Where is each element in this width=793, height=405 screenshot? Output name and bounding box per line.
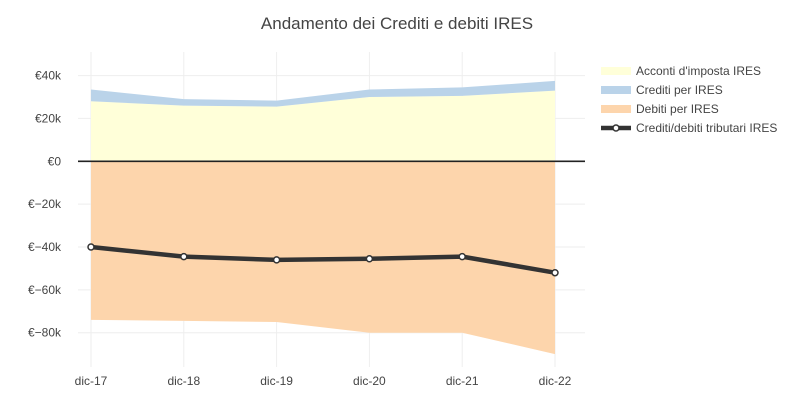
y-tick-label: €0 xyxy=(48,154,62,168)
legend-item[interactable]: Acconti d'imposta IRES xyxy=(601,64,761,78)
legend-swatch xyxy=(601,105,631,113)
y-tick-label: €−40k xyxy=(28,240,62,254)
area-series xyxy=(91,80,555,355)
y-tick-label: €−20k xyxy=(28,197,62,211)
legend-label: Debiti per IRES xyxy=(636,102,719,116)
area-crediti-per-ires xyxy=(91,80,555,107)
legend-swatch xyxy=(601,67,631,75)
area-acconti-imposta-ires xyxy=(91,90,555,162)
chart-title: Andamento dei Crediti e debiti IRES xyxy=(261,14,533,33)
line-point[interactable] xyxy=(272,256,281,264)
legend-label: Crediti per IRES xyxy=(636,83,723,97)
legend-item[interactable]: Crediti per IRES xyxy=(601,83,723,97)
legend-label: Crediti/debiti tributari IRES xyxy=(636,121,777,135)
legend-swatch xyxy=(601,86,631,94)
legend-item[interactable]: Crediti/debiti tributari IRES xyxy=(601,121,777,135)
line-point[interactable] xyxy=(551,268,559,277)
legend-label: Acconti d'imposta IRES xyxy=(636,64,761,78)
y-tick-label: €40k xyxy=(35,69,62,83)
line-series xyxy=(87,243,559,277)
line-point[interactable] xyxy=(458,252,466,261)
y-tick-label: €−60k xyxy=(28,283,62,297)
x-tick-label: dic-17 xyxy=(75,374,108,388)
line-crediti-debiti-tributari-ires xyxy=(88,244,558,275)
line-point[interactable] xyxy=(365,255,374,263)
x-tick-label: dic-18 xyxy=(167,374,200,388)
x-tick-label: dic-19 xyxy=(260,374,293,388)
x-tick-label: dic-20 xyxy=(353,374,386,388)
legend-marker xyxy=(612,124,620,132)
line-point[interactable] xyxy=(180,252,188,261)
y-tick-label: €−80k xyxy=(28,326,62,340)
y-tick-label: €20k xyxy=(35,111,62,125)
line-point[interactable] xyxy=(87,243,95,251)
legend-item[interactable]: Debiti per IRES xyxy=(601,102,719,116)
legend[interactable]: Acconti d'imposta IRES Crediti per IRES De… xyxy=(601,64,777,135)
x-tick-label: dic-21 xyxy=(446,374,479,388)
axes: €40k €20k €0 €−20k €−40k €−60k €−80k dic-17 dic-… xyxy=(28,69,585,388)
x-tick-label: dic-22 xyxy=(539,374,572,388)
